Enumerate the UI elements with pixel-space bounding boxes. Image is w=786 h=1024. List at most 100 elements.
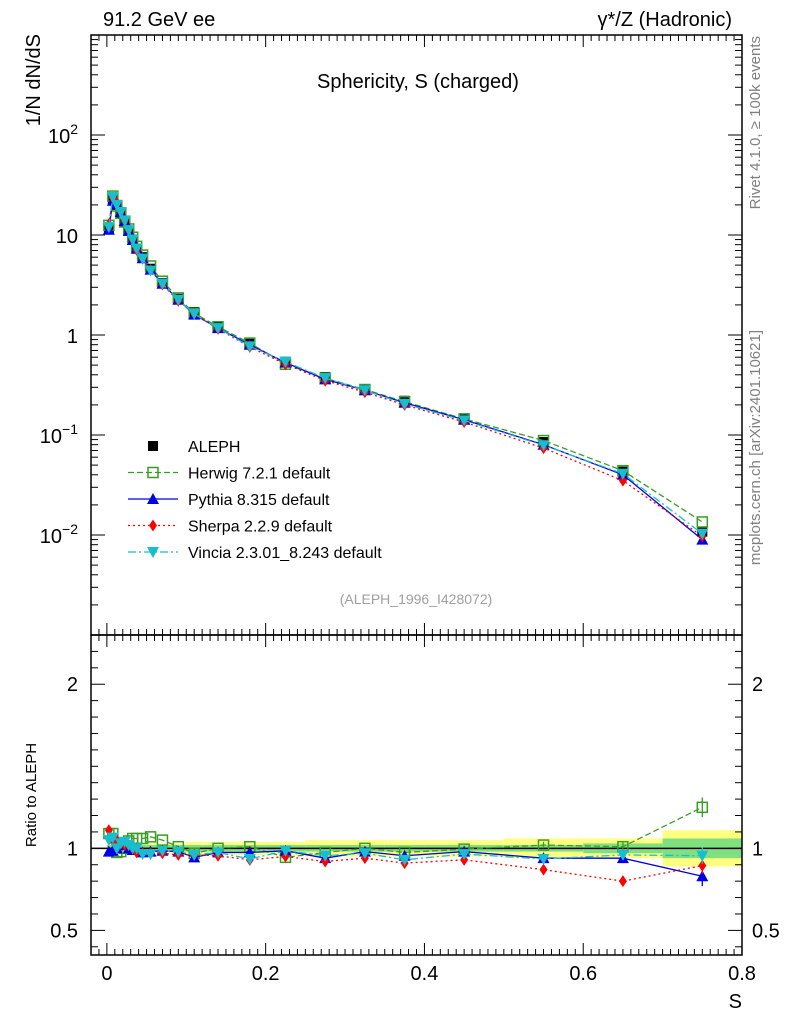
y-tick-label-exponent: −2 <box>62 521 78 537</box>
vincia-point <box>102 222 115 234</box>
ratio-axes: 0 0.2 0.4 0.6 0.8 0.5 0.5 1 1 2 2 <box>50 623 780 985</box>
x-tick-label: 0.2 <box>252 963 280 985</box>
y-tick-label-base: 10 <box>40 526 62 548</box>
vincia-ratio-point <box>458 849 471 861</box>
vincia-point <box>144 265 157 277</box>
vincia-ratio-point <box>243 854 256 865</box>
legend-marker <box>147 547 159 558</box>
legend-marker <box>147 493 159 504</box>
watermark: (ALEPH_1996_I428072) <box>340 591 493 607</box>
series-vincia <box>102 191 709 540</box>
y-tick-label-base: 1 <box>67 326 78 348</box>
pythia-line <box>108 199 703 541</box>
vincia-ratio-point <box>212 847 225 859</box>
legend-marker <box>147 466 159 479</box>
vincia-point <box>616 468 629 480</box>
vincia-ratio-point <box>188 849 201 861</box>
sherpa-ratio-point <box>698 859 707 872</box>
vincia-point <box>126 234 139 246</box>
side-text-top: Rivet 4.1.0, ≥ 100k events <box>747 36 764 209</box>
ratio-y-tick-label-right: 0.5 <box>752 920 780 942</box>
vincia-point <box>398 398 411 410</box>
vincia-ratio-point <box>696 850 709 862</box>
ratio-y-tick-label: 2 <box>67 674 78 696</box>
herwig-ratio-point <box>144 831 157 843</box>
vincia-point <box>358 385 371 397</box>
sherpa-line <box>108 196 703 537</box>
ratio-frame <box>90 634 743 956</box>
vincia-point <box>114 206 127 218</box>
vincia-ratio-point <box>144 849 157 861</box>
vincia-point <box>537 440 550 452</box>
y-tick-label: 10−1 <box>40 421 78 448</box>
ratio-y-tick-label: 0.5 <box>50 920 78 942</box>
sherpa-ratio-point <box>539 863 548 876</box>
y-tick-label: 10−2 <box>40 521 78 548</box>
header-left: 91.2 GeV ee <box>103 9 215 31</box>
series-sherpa <box>104 191 707 543</box>
vincia-ratio-point <box>106 832 119 844</box>
vincia-point <box>110 199 123 211</box>
y-tick-label: 1 <box>67 326 78 348</box>
ratio-y-axis-label: Ratio to ALEPH <box>23 743 40 847</box>
vincia-ratio-point <box>537 854 550 865</box>
y-tick-label-base: 10 <box>48 126 70 148</box>
y-tick-label: 102 <box>48 121 78 148</box>
herwig-ratio-point <box>136 832 149 845</box>
legend-label: Vincia 2.3.01_8.243 default <box>188 545 382 562</box>
herwig-ratio-point <box>696 801 709 814</box>
vincia-point <box>212 323 225 335</box>
legend-label: Sherpa 2.2.9 default <box>188 519 333 536</box>
x-axis-label: S <box>729 991 742 1013</box>
header-right: γ*/Z (Hadronic) <box>598 9 732 31</box>
legend-entry-aleph: ALEPH <box>148 439 240 456</box>
vincia-ratio-point <box>616 849 629 861</box>
vincia-ratio-point <box>319 850 332 862</box>
vincia-ratio-point <box>279 845 292 857</box>
x-tick-label: 0.4 <box>411 963 439 985</box>
vincia-point <box>106 191 119 203</box>
vincia-point <box>696 528 709 540</box>
y-tick-label-exponent: −1 <box>62 421 78 437</box>
ratio-y-tick-label: 1 <box>67 838 78 860</box>
main-plot-series <box>102 190 709 545</box>
vincia-ratio-point <box>156 845 169 857</box>
pythia-ratio-point <box>696 870 709 882</box>
vincia-point <box>130 243 143 255</box>
x-tick-label: 0 <box>101 963 112 985</box>
vincia-point <box>136 253 149 265</box>
legend-entry-pythia: Pythia 8.315 default <box>128 492 330 509</box>
y-tick-label-exponent: 2 <box>70 121 78 137</box>
herwig-point <box>696 516 709 528</box>
vincia-point <box>319 373 332 385</box>
ratio-y-tick-label-right: 2 <box>752 674 763 696</box>
vincia-point <box>279 356 292 368</box>
vincia-ratio-point <box>136 849 149 861</box>
vincia-point <box>243 341 256 353</box>
ratio-y-tick-label-right: 1 <box>752 838 763 860</box>
y-tick-label-base: 10 <box>56 226 78 248</box>
legend-marker <box>148 441 158 451</box>
y-tick-label-base: 10 <box>40 426 62 448</box>
vincia-point <box>172 294 185 306</box>
vincia-ratio-point <box>398 854 411 866</box>
vincia-point <box>122 225 135 237</box>
ratio-series-vincia <box>102 832 709 866</box>
vincia-point <box>118 215 131 227</box>
legend-label: ALEPH <box>188 439 240 456</box>
ratio-plot-series <box>102 797 709 888</box>
legend-label: Pythia 8.315 default <box>188 492 330 509</box>
vincia-line <box>108 194 703 535</box>
sherpa-point <box>618 474 627 487</box>
vincia-ratio-point <box>172 846 185 858</box>
plot-title: Sphericity, S (charged) <box>317 71 519 93</box>
legend-entry-vincia: Vincia 2.3.01_8.243 default <box>128 545 382 562</box>
herwig-ratio-point <box>537 839 550 851</box>
vincia-point <box>156 278 169 290</box>
vincia-ratio-point <box>130 843 143 855</box>
legend-label: Herwig 7.2.1 default <box>188 466 331 483</box>
legend-marker <box>149 519 157 532</box>
vincia-point <box>188 308 201 320</box>
